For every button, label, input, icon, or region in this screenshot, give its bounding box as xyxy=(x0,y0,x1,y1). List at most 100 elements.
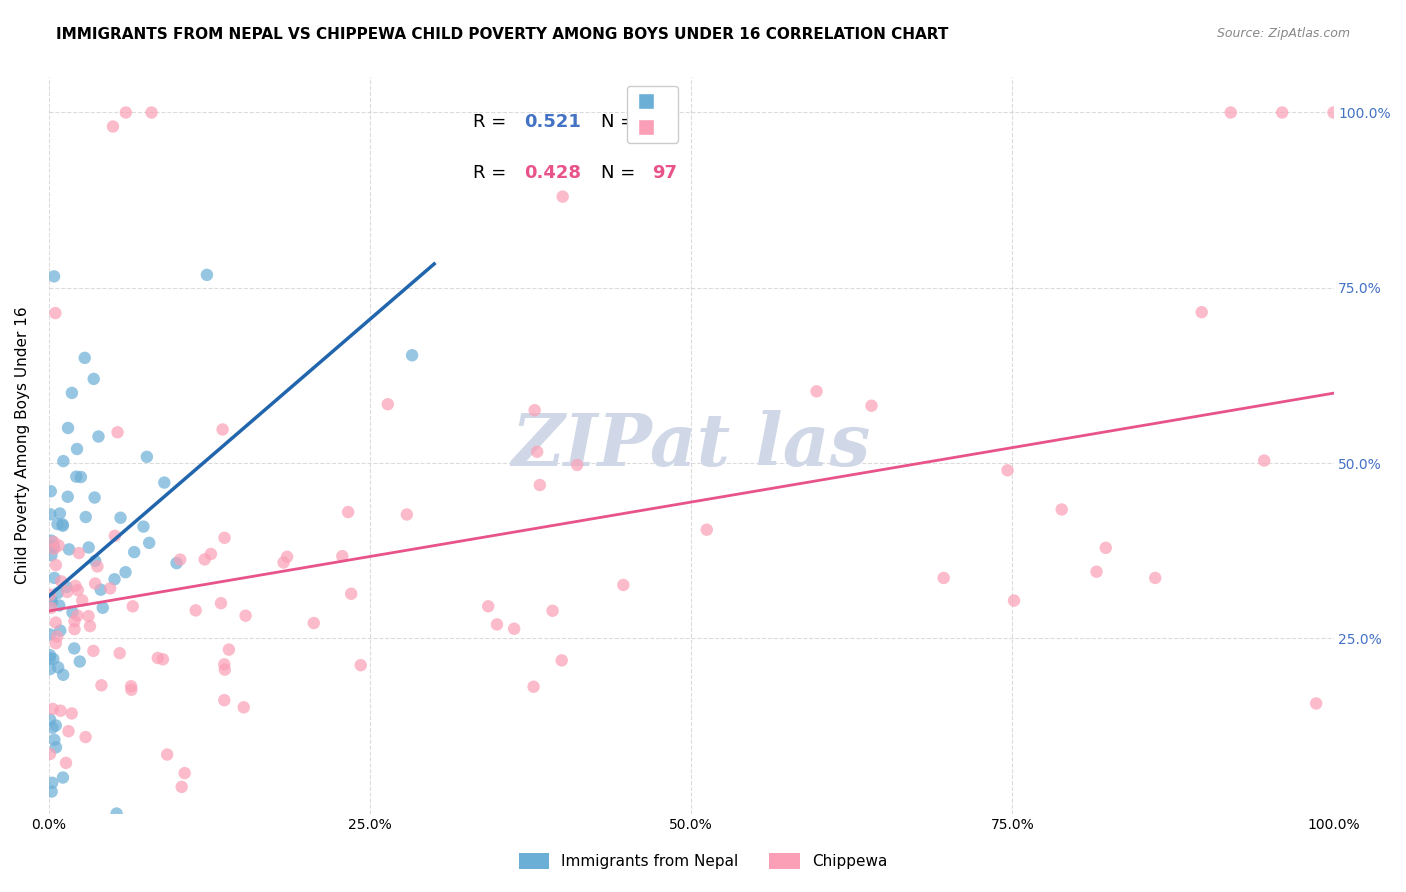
Chippewa xyxy=(232,700,254,714)
Chippewa xyxy=(350,658,373,673)
Chippewa xyxy=(218,642,240,657)
Immigrants from Nepal xyxy=(52,518,75,533)
Chippewa xyxy=(56,585,79,599)
Immigrants from Nepal xyxy=(41,721,63,735)
Immigrants from Nepal xyxy=(39,484,62,499)
Immigrants from Nepal xyxy=(114,566,136,580)
Chippewa xyxy=(84,576,107,591)
Immigrants from Nepal xyxy=(52,771,75,785)
Immigrants from Nepal xyxy=(87,429,110,443)
Chippewa xyxy=(141,105,163,120)
Chippewa xyxy=(104,529,127,543)
Chippewa xyxy=(51,574,73,589)
Immigrants from Nepal xyxy=(52,517,75,532)
Immigrants from Nepal xyxy=(39,713,62,727)
Immigrants from Nepal xyxy=(39,627,62,641)
Chippewa xyxy=(214,657,236,672)
Chippewa xyxy=(503,622,526,636)
Text: IMMIGRANTS FROM NEPAL VS CHIPPEWA CHILD POVERTY AMONG BOYS UNDER 16 CORRELATION : IMMIGRANTS FROM NEPAL VS CHIPPEWA CHILD … xyxy=(56,27,949,42)
Immigrants from Nepal xyxy=(46,517,69,532)
Chippewa xyxy=(49,704,72,718)
Chippewa xyxy=(156,747,179,762)
Immigrants from Nepal xyxy=(83,372,105,386)
Chippewa xyxy=(63,622,86,636)
Chippewa xyxy=(60,706,83,721)
Text: Source: ZipAtlas.com: Source: ZipAtlas.com xyxy=(1216,27,1350,40)
Chippewa xyxy=(1094,541,1116,555)
Chippewa xyxy=(90,678,112,692)
Immigrants from Nepal xyxy=(91,600,114,615)
Chippewa xyxy=(146,651,169,665)
Immigrants from Nepal xyxy=(39,662,62,676)
Immigrants from Nepal xyxy=(52,668,75,682)
Chippewa xyxy=(1253,453,1275,467)
Immigrants from Nepal xyxy=(153,475,176,490)
Chippewa xyxy=(612,578,634,592)
Immigrants from Nepal xyxy=(138,536,160,550)
Chippewa xyxy=(551,189,574,203)
Text: N =: N = xyxy=(602,112,636,130)
Chippewa xyxy=(48,539,70,553)
Chippewa xyxy=(235,608,257,623)
Chippewa xyxy=(273,556,295,570)
Chippewa xyxy=(39,588,62,602)
Immigrants from Nepal xyxy=(44,571,66,585)
Chippewa xyxy=(377,397,399,411)
Immigrants from Nepal xyxy=(90,582,112,597)
Immigrants from Nepal xyxy=(56,490,79,504)
Immigrants from Nepal xyxy=(48,599,70,613)
Chippewa xyxy=(211,422,233,436)
Immigrants from Nepal xyxy=(46,586,69,600)
Chippewa xyxy=(340,587,363,601)
Legend: , : , xyxy=(627,86,679,144)
Chippewa xyxy=(485,617,508,632)
Chippewa xyxy=(170,780,193,794)
Immigrants from Nepal xyxy=(42,652,65,666)
Chippewa xyxy=(302,615,325,630)
Chippewa xyxy=(1085,565,1108,579)
Chippewa xyxy=(58,724,80,739)
Chippewa xyxy=(152,652,174,666)
Chippewa xyxy=(42,702,65,716)
Immigrants from Nepal xyxy=(41,549,63,563)
Chippewa xyxy=(173,766,195,780)
Chippewa xyxy=(477,599,499,614)
Chippewa xyxy=(114,105,136,120)
Immigrants from Nepal xyxy=(45,740,67,755)
Text: N =: N = xyxy=(602,164,636,182)
Chippewa xyxy=(101,120,124,134)
Immigrants from Nepal xyxy=(39,648,62,663)
Chippewa xyxy=(79,619,101,633)
Immigrants from Nepal xyxy=(41,533,63,548)
Immigrants from Nepal xyxy=(65,469,87,483)
Text: 0.521: 0.521 xyxy=(524,112,581,130)
Immigrants from Nepal xyxy=(52,454,75,468)
Chippewa xyxy=(529,478,551,492)
Chippewa xyxy=(194,552,217,566)
Chippewa xyxy=(44,306,66,320)
Chippewa xyxy=(1219,105,1241,120)
Immigrants from Nepal xyxy=(84,554,107,568)
Immigrants from Nepal xyxy=(42,269,65,284)
Chippewa xyxy=(209,596,232,610)
Chippewa xyxy=(200,547,222,561)
Immigrants from Nepal xyxy=(166,556,188,570)
Immigrants from Nepal xyxy=(63,641,86,656)
Chippewa xyxy=(65,579,87,593)
Chippewa xyxy=(120,682,142,697)
Chippewa xyxy=(86,559,108,574)
Immigrants from Nepal xyxy=(66,442,89,456)
Immigrants from Nepal xyxy=(42,541,65,555)
Immigrants from Nepal xyxy=(110,510,132,524)
Chippewa xyxy=(1144,571,1167,585)
Chippewa xyxy=(565,458,588,472)
Immigrants from Nepal xyxy=(73,351,96,365)
Chippewa xyxy=(108,646,131,660)
Chippewa xyxy=(806,384,828,399)
Chippewa xyxy=(860,399,883,413)
Chippewa xyxy=(42,535,65,549)
Y-axis label: Child Poverty Among Boys Under 16: Child Poverty Among Boys Under 16 xyxy=(15,307,30,584)
Text: 97: 97 xyxy=(652,164,678,182)
Immigrants from Nepal xyxy=(69,655,91,669)
Immigrants from Nepal xyxy=(195,268,218,282)
